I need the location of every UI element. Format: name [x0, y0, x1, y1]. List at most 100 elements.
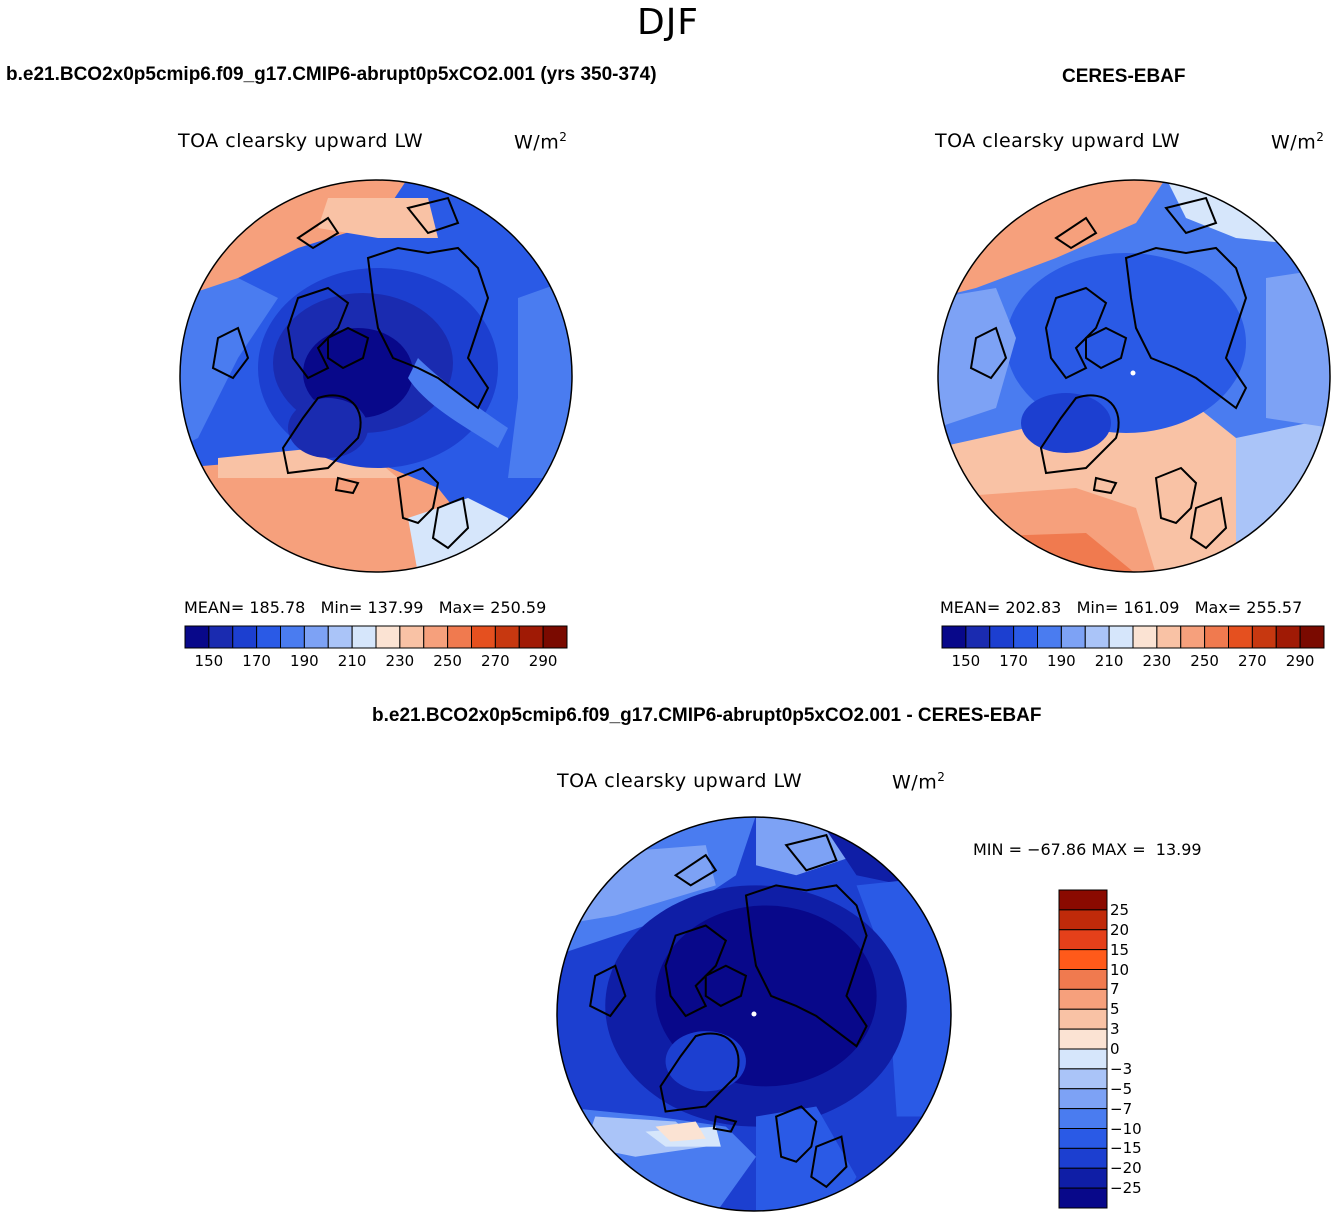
colorbar-swatch [1180, 625, 1206, 649]
colorbar-tick-label: 150 [194, 652, 224, 670]
panel1-polar-map [179, 179, 573, 573]
diff-plot-title: TOA clearsky upward LW [557, 770, 803, 792]
panel1-stats: MEAN= 185.78 Min= 137.99 Max= 250.59 [184, 598, 547, 617]
colorbar-tick-label: −25 [1110, 1179, 1142, 1198]
colorbar-swatch [1058, 1167, 1108, 1189]
colorbar-swatch [351, 625, 377, 649]
colorbar-tick-label: 3 [1110, 1020, 1120, 1039]
panel1-plot-title: TOA clearsky upward LW [178, 130, 424, 152]
diff-polar-map [556, 816, 952, 1212]
colorbar-swatch [1058, 1068, 1108, 1090]
colorbar-swatch [399, 625, 425, 649]
colorbar-swatch [1132, 625, 1158, 649]
colorbar-swatch [447, 625, 472, 649]
panel2-stats: MEAN= 202.83 Min= 161.09 Max= 255.57 [940, 598, 1303, 617]
panel1-units: W/m2 [514, 130, 568, 154]
colorbar-swatch [303, 625, 329, 649]
colorbar-tick-label: 250 [433, 652, 462, 670]
colorbar-swatch [542, 625, 568, 649]
colorbar-tick-label: 170 [999, 652, 1028, 670]
colorbar-swatch [423, 625, 449, 649]
colorbar-tick-label: 170 [242, 652, 271, 670]
colorbar-swatch [327, 625, 353, 649]
colorbar-tick-label: −3 [1110, 1059, 1133, 1078]
colorbar-swatch [1156, 625, 1182, 649]
colorbar-swatch [1108, 625, 1134, 649]
colorbar-tick-label: 190 [290, 652, 319, 670]
colorbar-swatch [1275, 625, 1301, 649]
colorbar-swatch [1058, 988, 1108, 1010]
season-title: DJF [636, 2, 700, 43]
colorbar-tick-label: 270 [1238, 652, 1267, 670]
colorbar-swatch [941, 625, 967, 649]
colorbar-swatch [184, 625, 210, 649]
colorbar-tick-label: −20 [1110, 1159, 1142, 1178]
colorbar-swatch [208, 625, 234, 649]
panel1-colorbar-ticks: 150 170 190 210 230 250 270 290 [185, 652, 567, 672]
colorbar-swatch [1299, 625, 1325, 649]
colorbar-tick-label: −15 [1110, 1139, 1142, 1158]
colorbar-swatch [232, 625, 258, 649]
colorbar-swatch [256, 625, 281, 649]
colorbar-swatch [280, 625, 305, 649]
colorbar-tick-label: 250 [1190, 652, 1219, 670]
colorbar-swatch [1058, 1048, 1108, 1070]
colorbar-tick-label: 25 [1110, 900, 1130, 919]
colorbar-swatch [1013, 625, 1038, 649]
colorbar-swatch [1058, 949, 1108, 970]
colorbar-swatch [1060, 625, 1086, 649]
colorbar-tick-label: 7 [1110, 980, 1120, 999]
colorbar-tick-label: 230 [385, 652, 415, 670]
colorbar-tick-label: 290 [1285, 652, 1315, 670]
diff-units: W/m2 [892, 770, 946, 794]
colorbar-swatch [1204, 625, 1229, 649]
diff-min-max: MIN = −67.86 MAX = 13.99 [973, 840, 1202, 859]
colorbar-swatch [1228, 625, 1253, 649]
panel2-colorbar-ticks: 150 170 190 210 230 250 270 290 [942, 652, 1324, 672]
panel1-case-title: b.e21.BCO2x0p5cmip6.f09_g17.CMIP6-abrupt… [6, 64, 657, 85]
colorbar-swatch [518, 625, 544, 649]
colorbar-swatch [1251, 625, 1277, 649]
panel2-plot-title: TOA clearsky upward LW [935, 130, 1181, 152]
panel2-units: W/m2 [1271, 130, 1325, 154]
colorbar-tick-label: −5 [1110, 1079, 1133, 1098]
colorbar-tick-label: 0 [1110, 1040, 1120, 1058]
colorbar-swatch [989, 625, 1015, 649]
diff-colorbar-ticks: 25 20 15 10 7 5 3 0 −3 −5 −7 −10 −15 −20 −25 [1110, 890, 1170, 1208]
colorbar-swatch [375, 625, 401, 649]
colorbar-swatch [471, 625, 496, 649]
colorbar-swatch [1058, 909, 1108, 931]
colorbar-tick-label: 190 [1047, 652, 1076, 670]
colorbar-tick-label: −7 [1110, 1099, 1133, 1118]
colorbar-swatch [494, 625, 520, 649]
diff-case-title: b.e21.BCO2x0p5cmip6.f09_g17.CMIP6-abrupt… [372, 705, 1042, 726]
colorbar-tick-label: 15 [1110, 940, 1130, 959]
colorbar-tick-label: 5 [1110, 1000, 1120, 1019]
colorbar-swatch [1058, 1028, 1108, 1050]
panel1-colorbar [184, 625, 568, 649]
colorbar-tick-label: −10 [1110, 1119, 1142, 1138]
colorbar-swatch [1058, 1108, 1108, 1129]
colorbar-swatch [1037, 625, 1062, 649]
diff-colorbar [1058, 889, 1108, 1209]
colorbar-swatch [1058, 969, 1108, 990]
colorbar-swatch [1058, 929, 1108, 951]
colorbar-swatch [1058, 1008, 1108, 1030]
colorbar-swatch [1058, 1147, 1108, 1169]
colorbar-tick-label: 210 [337, 652, 367, 670]
panel2-colorbar [941, 625, 1325, 649]
colorbar-swatch [1058, 889, 1108, 911]
colorbar-tick-label: 150 [951, 652, 981, 670]
colorbar-swatch [1058, 1088, 1108, 1110]
colorbar-swatch [1058, 1128, 1108, 1149]
colorbar-swatch [1084, 625, 1110, 649]
colorbar-tick-label: 20 [1110, 920, 1130, 939]
colorbar-swatch [965, 625, 991, 649]
panel2-polar-map [937, 179, 1331, 573]
colorbar-tick-label: 290 [528, 652, 558, 670]
colorbar-tick-label: 210 [1094, 652, 1124, 670]
colorbar-tick-label: 270 [481, 652, 510, 670]
panel2-case-title: CERES-EBAF [1062, 66, 1186, 87]
colorbar-tick-label: 10 [1110, 960, 1130, 979]
colorbar-tick-label: 230 [1142, 652, 1172, 670]
